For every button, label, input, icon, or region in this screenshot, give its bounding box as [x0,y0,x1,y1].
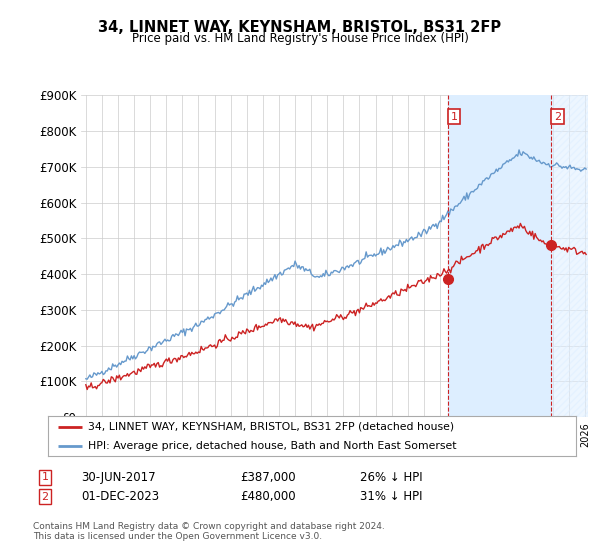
Text: 1: 1 [451,111,457,122]
Text: £387,000: £387,000 [240,470,296,484]
Bar [551,95,588,417]
Text: 34, LINNET WAY, KEYNSHAM, BRISTOL, BS31 2FP: 34, LINNET WAY, KEYNSHAM, BRISTOL, BS31 … [98,20,502,35]
Text: 01-DEC-2023: 01-DEC-2023 [81,490,159,503]
Text: 1: 1 [41,472,49,482]
Text: 26% ↓ HPI: 26% ↓ HPI [360,470,422,484]
Text: Price paid vs. HM Land Registry's House Price Index (HPI): Price paid vs. HM Land Registry's House … [131,32,469,45]
Bar [448,95,551,417]
Text: 34, LINNET WAY, KEYNSHAM, BRISTOL, BS31 2FP (detached house): 34, LINNET WAY, KEYNSHAM, BRISTOL, BS31 … [88,422,454,432]
Text: Contains HM Land Registry data © Crown copyright and database right 2024.
This d: Contains HM Land Registry data © Crown c… [33,522,385,542]
Text: 31% ↓ HPI: 31% ↓ HPI [360,490,422,503]
Text: 30-JUN-2017: 30-JUN-2017 [81,470,155,484]
Text: HPI: Average price, detached house, Bath and North East Somerset: HPI: Average price, detached house, Bath… [88,441,456,450]
Text: £480,000: £480,000 [240,490,296,503]
Text: 2: 2 [554,111,561,122]
Text: 2: 2 [41,492,49,502]
